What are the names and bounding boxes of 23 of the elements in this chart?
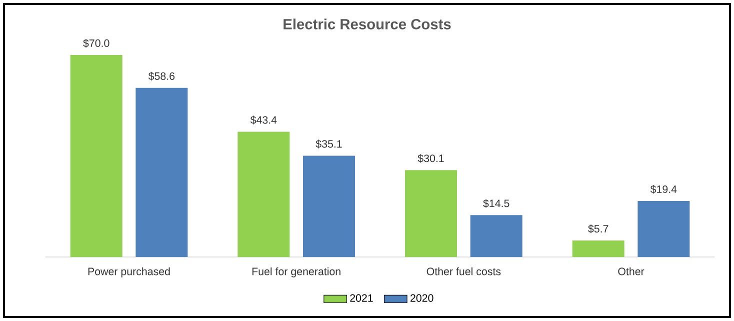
legend-label: 2021 <box>350 294 373 302</box>
chart-title: Electric Resource Costs <box>284 18 451 30</box>
data-label: $70.0 <box>83 38 110 48</box>
data-label: $58.6 <box>148 72 175 81</box>
bar <box>238 132 290 257</box>
data-label: $35.1 <box>316 140 342 148</box>
bar <box>70 54 122 257</box>
x-tick-label: Power purchased <box>88 267 170 278</box>
bar <box>470 215 522 257</box>
data-label: $14.5 <box>483 199 510 208</box>
x-tick-label: Fuel for generation <box>252 267 340 278</box>
data-label: $5.7 <box>588 224 608 234</box>
x-tick-label: Other fuel costs <box>426 267 501 276</box>
bar <box>638 201 690 257</box>
bar <box>572 240 624 257</box>
data-label: $43.4 <box>250 116 277 124</box>
data-label: $19.4 <box>650 184 677 194</box>
legend-label: 2020 <box>410 294 434 302</box>
bar <box>303 156 356 257</box>
bar <box>136 88 188 257</box>
x-tick-label: Other <box>618 267 644 276</box>
bar <box>405 170 458 257</box>
data-label: $30.1 <box>418 154 444 163</box>
